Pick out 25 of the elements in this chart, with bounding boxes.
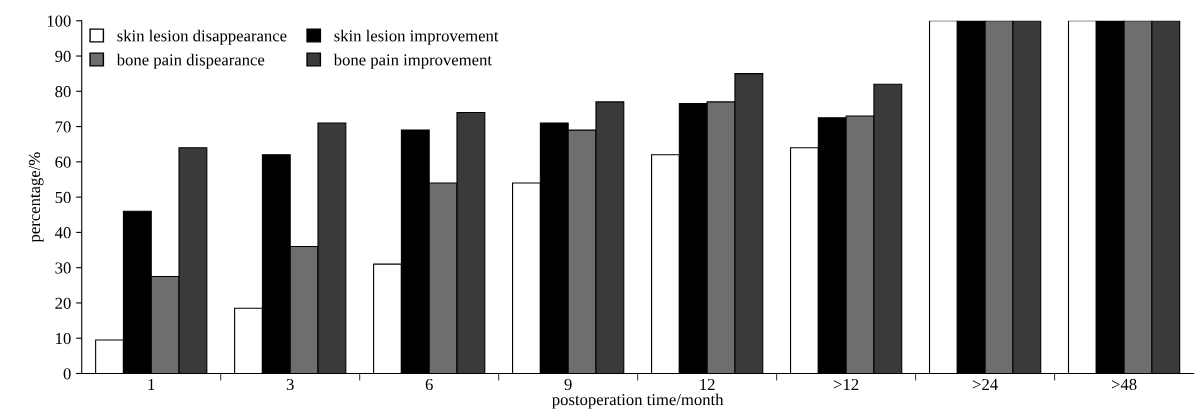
legend-label: skin lesion disappearance <box>117 29 287 45</box>
y-tick-label: 30 <box>55 262 71 274</box>
y-tick-label: 0 <box>63 368 71 380</box>
legend-label: bone pain dispearance <box>116 53 265 69</box>
x-tick-label: 12 <box>700 378 715 390</box>
legend-label: bone pain improvement <box>333 53 492 69</box>
x-axis-title: postoperation time/month <box>552 393 724 409</box>
x-tick-label: >48 <box>1111 378 1137 391</box>
x-tick-label: >24 <box>972 378 998 390</box>
y-tick-label: 60 <box>55 156 71 168</box>
y-tick-label: 90 <box>55 50 71 62</box>
y-tick-label: 20 <box>55 297 71 309</box>
legend-label: skin lesion improvement <box>334 29 499 45</box>
x-tick-label: >12 <box>833 378 859 390</box>
y-tick-label: 70 <box>55 121 71 133</box>
x-tick-label: 1 <box>148 378 155 390</box>
x-tick-label: 9 <box>564 378 572 391</box>
x-tick-label: 6 <box>425 378 433 391</box>
y-axis-title: percentage/% <box>28 152 44 243</box>
y-tick-label: 40 <box>54 227 71 239</box>
x-tick-label: 3 <box>286 378 294 391</box>
y-tick-label: 100 <box>47 15 71 27</box>
y-tick-label: 80 <box>55 86 71 98</box>
y-tick-label: 50 <box>55 191 71 204</box>
y-tick-label: 10 <box>56 332 71 345</box>
